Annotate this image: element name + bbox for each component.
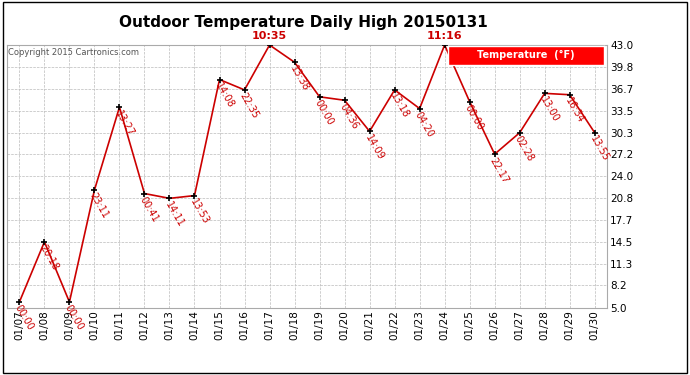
- Text: 14:08: 14:08: [213, 81, 235, 110]
- Text: 13:27: 13:27: [112, 108, 135, 138]
- Text: 20:18: 20:18: [38, 243, 60, 272]
- Text: 14:11: 14:11: [163, 200, 186, 229]
- Text: 14:09: 14:09: [363, 133, 386, 162]
- Text: 10:35: 10:35: [252, 31, 287, 41]
- Text: 13:18: 13:18: [388, 91, 411, 120]
- Text: 13:55: 13:55: [588, 134, 611, 164]
- Text: 22:35: 22:35: [238, 91, 261, 121]
- Text: 04:20: 04:20: [413, 110, 435, 139]
- Text: 04:36: 04:36: [338, 102, 360, 130]
- Text: 11:16: 11:16: [427, 31, 462, 41]
- Text: 00:00: 00:00: [463, 103, 486, 132]
- Text: 02:28: 02:28: [513, 134, 535, 164]
- Text: 00:00: 00:00: [313, 98, 335, 127]
- Text: 13:53: 13:53: [188, 197, 210, 226]
- Text: Copyright 2015 Cartronics.com: Copyright 2015 Cartronics.com: [8, 48, 139, 57]
- Text: 16:34: 16:34: [563, 96, 586, 125]
- Text: 00:00: 00:00: [63, 303, 86, 332]
- Text: 00:00: 00:00: [12, 303, 35, 332]
- Text: 22:17: 22:17: [488, 156, 511, 185]
- Text: 13:00: 13:00: [538, 95, 560, 124]
- Text: 13:38: 13:38: [288, 64, 310, 93]
- Text: 23:11: 23:11: [88, 192, 110, 220]
- Text: 00:41: 00:41: [138, 195, 160, 224]
- Text: Outdoor Temperature Daily High 20150131: Outdoor Temperature Daily High 20150131: [119, 15, 488, 30]
